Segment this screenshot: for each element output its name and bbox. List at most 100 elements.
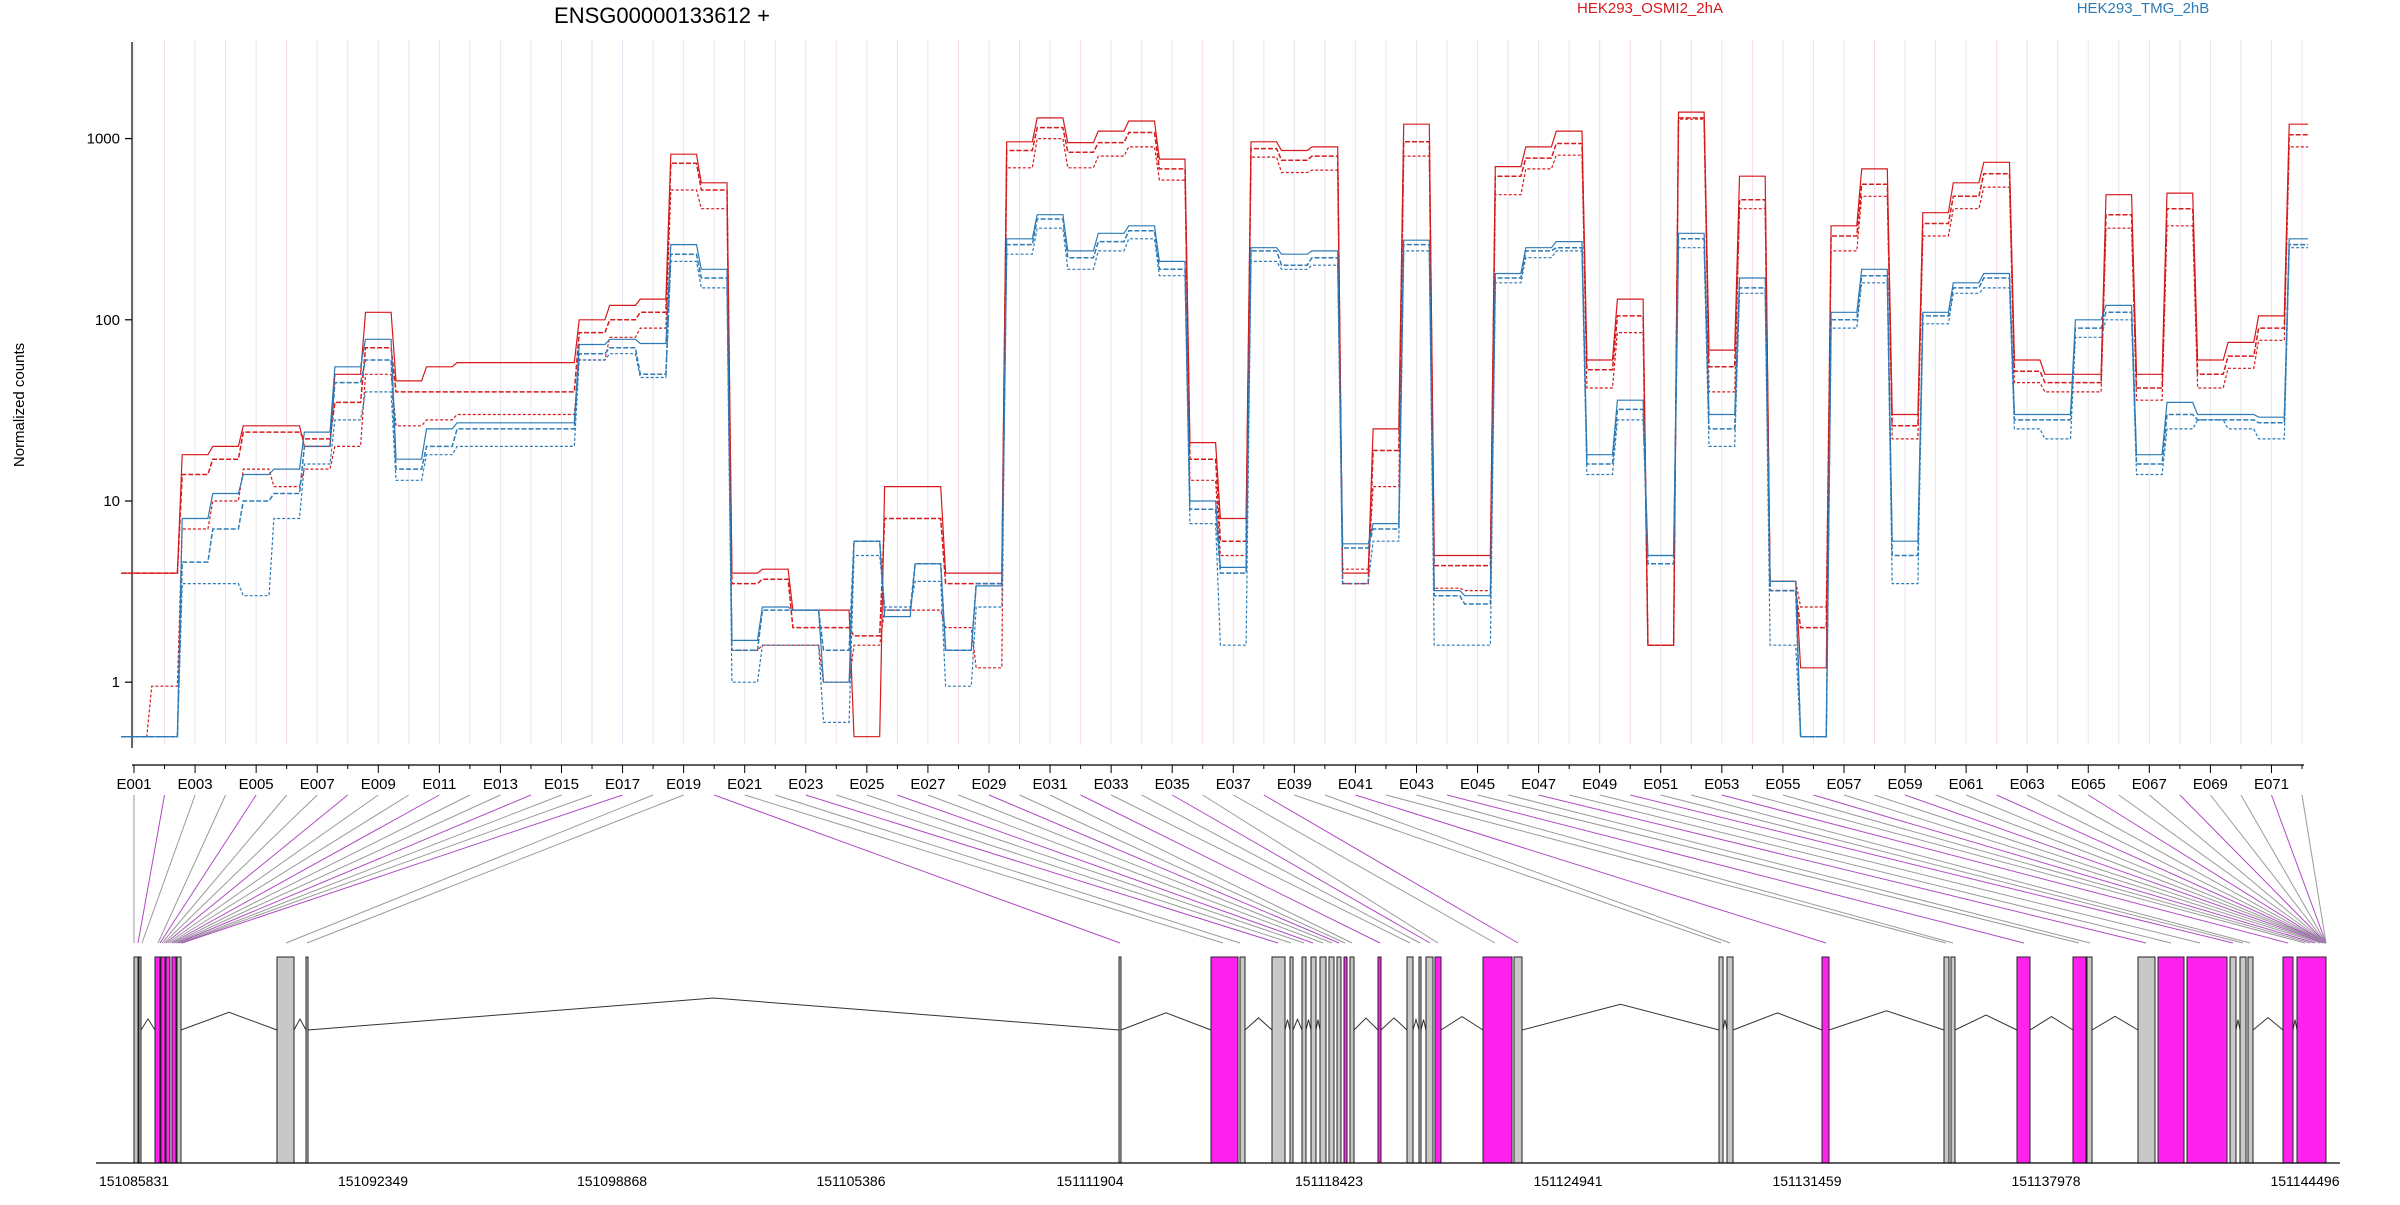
exon-connector [1446, 794, 2025, 944]
intron [1244, 1017, 1273, 1031]
exon-connector [1233, 794, 1496, 944]
exon-connector [1507, 794, 2091, 944]
genomic-coordinate-label: 151085831 [99, 1173, 169, 1189]
exon-block [2282, 956, 2294, 1164]
exon-connector [1080, 794, 1381, 944]
exon-tick-label: E027 [910, 776, 945, 793]
exon-tick-label: E009 [361, 776, 396, 793]
exon-block [1434, 956, 1442, 1164]
intron [1420, 1019, 1427, 1031]
exon-connector [1538, 794, 2147, 944]
exon-connector [306, 794, 684, 944]
exon-connector [1782, 794, 2311, 944]
intron [1440, 1016, 1484, 1031]
intron [1412, 1017, 1420, 1031]
exon-tick-label: E029 [971, 776, 1006, 793]
exon-connector [1904, 794, 2326, 944]
exon-block [1425, 956, 1434, 1164]
exon-connectors [133, 794, 2327, 944]
exon-connector [1965, 794, 2327, 944]
exon-tick-label: E013 [483, 776, 518, 793]
exon-connector [2210, 794, 2327, 944]
exon-block [165, 956, 171, 1164]
exon-tick-label: E023 [788, 776, 823, 793]
intron [140, 1017, 156, 1031]
genomic-coordinate-label: 151111904 [1057, 1173, 1124, 1189]
exon-connector [1416, 794, 1954, 944]
axes [131, 42, 2304, 766]
exon-block [176, 956, 182, 1164]
gene-model [96, 956, 2340, 1164]
chart-title: ENSG00000133612 + [554, 3, 770, 28]
intron [2029, 1015, 2074, 1031]
exon-block [171, 956, 177, 1164]
exon-connector [141, 794, 196, 944]
exon-connector [163, 794, 318, 944]
exon-connector [169, 794, 410, 944]
exon-connector [1263, 794, 1519, 944]
intron [1380, 1017, 1408, 1031]
intron [1315, 1019, 1321, 1031]
exon-block [2296, 956, 2327, 1164]
exon-block [1239, 956, 1246, 1164]
exon-connector [1935, 794, 2327, 944]
exon-connector [1049, 794, 1353, 944]
exon-connector [836, 794, 1292, 944]
legend-entry-tmg: HEK293_TMG_2hB [2077, 0, 2210, 17]
genomic-coordinate-label: 151098868 [577, 1173, 647, 1189]
y-tick-label: 10 [103, 493, 120, 510]
exon-tick-label: E069 [2193, 776, 2228, 793]
series-line-1-1 [121, 218, 2309, 738]
exon-block [1343, 956, 1348, 1164]
exon-connector [2026, 794, 2327, 944]
exon-block [1726, 956, 1734, 1164]
intron [1292, 1017, 1303, 1031]
series-line-0-1 [121, 117, 2309, 646]
exon-connector [1294, 794, 1722, 944]
intron [2091, 1015, 2139, 1031]
exon-connector [1324, 794, 1731, 944]
genomic-coordinate-label: 151144496 [2270, 1173, 2339, 1189]
exon-connector [897, 794, 1314, 944]
exon-connector [157, 794, 227, 944]
genomic-coordinate-label: 151092349 [338, 1173, 408, 1189]
intron [1353, 1017, 1379, 1031]
exon-connector [165, 794, 349, 944]
intron [180, 1011, 278, 1031]
exon-block [160, 956, 166, 1164]
intron [307, 997, 1120, 1031]
y-axis-label: Normalized counts [11, 343, 28, 467]
genomic-coordinate-label: 151137978 [2011, 1173, 2080, 1189]
exon-block [2239, 956, 2247, 1164]
exon-block [1377, 956, 1382, 1164]
exon-tick-label: E035 [1155, 776, 1190, 793]
y-tick-label: 1 [112, 674, 120, 691]
exon-tick-label: E011 [422, 776, 456, 793]
exon-tick-label: E031 [1033, 776, 1068, 793]
y-tick-label: 100 [95, 312, 120, 329]
intron [2292, 1019, 2298, 1031]
exon-connector [805, 794, 1279, 944]
exon-tick-label: E045 [1460, 776, 1495, 793]
exon-tick-label: E053 [1704, 776, 1739, 793]
y-ticks: 1 10 100 1000 [87, 131, 132, 691]
exon-connector [177, 794, 532, 944]
exon-connector [1721, 794, 2289, 944]
exon-connector [988, 794, 1340, 944]
y-tick-label: 1000 [87, 131, 120, 148]
exon-connector [1843, 794, 2321, 944]
exon-block [2247, 956, 2254, 1164]
exon-tick-label: E005 [239, 776, 274, 793]
exon-block [2186, 956, 2228, 1164]
exon-tick-label: E001 [116, 776, 151, 793]
exon-tick-label: E063 [2010, 776, 2045, 793]
exon-connector [161, 794, 288, 944]
exon-connector [1171, 794, 1431, 944]
series-line-0-0 [121, 111, 2309, 738]
intron [1954, 1014, 2018, 1031]
genomic-coordinate-label: 151105386 [816, 1173, 885, 1189]
exon-connector [2149, 794, 2327, 944]
exon-tick-label: E003 [178, 776, 213, 793]
